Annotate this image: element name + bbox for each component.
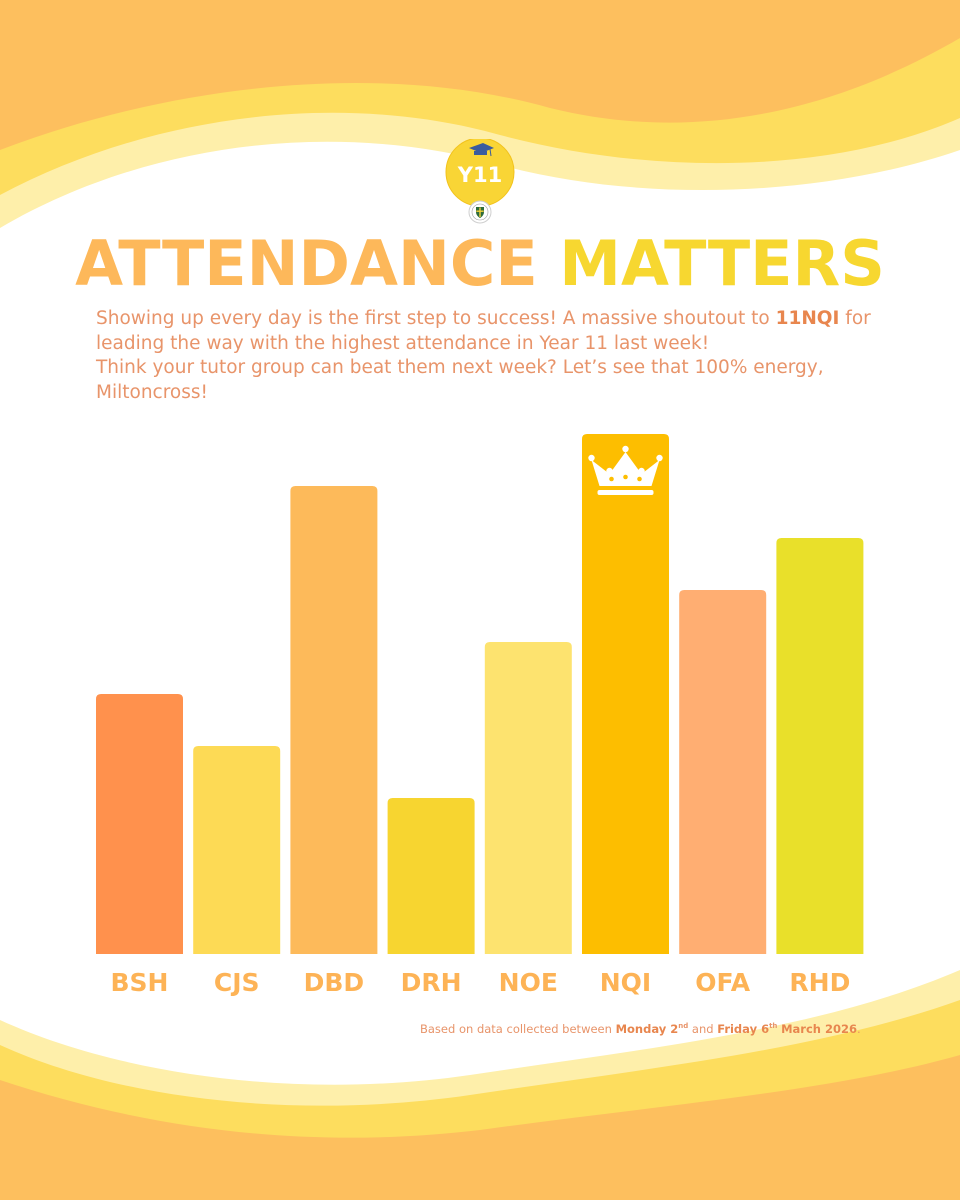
bar-rhd bbox=[776, 538, 864, 954]
category-label-cjs: CJS bbox=[214, 968, 260, 997]
graduation-cap-icon bbox=[469, 143, 494, 157]
footnote-end: . bbox=[856, 1021, 861, 1036]
intro-text-end: for leading the way with the highest att… bbox=[96, 308, 871, 354]
bar-dbd bbox=[290, 486, 378, 954]
footnote-end-month: March 2026 bbox=[781, 1021, 857, 1036]
footnote-end-suffix: th bbox=[769, 1022, 778, 1030]
footnote-start-suffix: nd bbox=[678, 1022, 689, 1030]
title-attendance: ATTENDANCE bbox=[75, 227, 538, 300]
bar-nqi bbox=[582, 434, 669, 954]
page-title: ATTENDANCE MATTERS bbox=[0, 226, 960, 302]
category-label-drh: DRH bbox=[401, 968, 462, 997]
bottom-wave-dark bbox=[0, 1055, 960, 1200]
bar-cjs bbox=[193, 746, 281, 954]
category-label-noe: NOE bbox=[499, 968, 558, 997]
y11-logo: Y11 bbox=[445, 139, 515, 224]
intro-highlight: 11NQI bbox=[775, 308, 840, 329]
bar-bsh bbox=[96, 694, 183, 954]
bar-noe bbox=[484, 642, 572, 954]
category-label-rhd: RHD bbox=[789, 968, 850, 997]
y11-badge-text: Y11 bbox=[457, 163, 502, 187]
category-label-ofa: OFA bbox=[695, 968, 750, 997]
school-crest-icon bbox=[468, 200, 492, 224]
data-footnote: Based on data collected between Monday 2… bbox=[420, 1018, 880, 1037]
intro-paragraph: Showing up every day is the first step t… bbox=[96, 307, 896, 405]
crown-icon bbox=[588, 445, 663, 495]
footnote-end-day: Friday 6 bbox=[717, 1021, 770, 1036]
title-matters: MATTERS bbox=[559, 227, 885, 300]
footnote-mid: and bbox=[688, 1021, 718, 1036]
top-wave-dark bbox=[0, 0, 960, 150]
intro-text-start: Showing up every day is the first step t… bbox=[96, 308, 776, 329]
category-label-dbd: DBD bbox=[304, 968, 365, 997]
category-label-bsh: BSH bbox=[111, 968, 169, 997]
intro-line-2: Think your tutor group can beat them nex… bbox=[96, 357, 824, 403]
category-label-nqi: NQI bbox=[600, 968, 651, 997]
bar-drh bbox=[387, 798, 475, 954]
bar-ofa bbox=[679, 590, 767, 954]
attendance-bar-chart: BSH CJS DBD DRH NOE NQI OFA RHD bbox=[96, 434, 864, 997]
footnote-prefix: Based on data collected between bbox=[420, 1021, 616, 1036]
footnote-start-day: Monday 2 bbox=[615, 1021, 679, 1036]
